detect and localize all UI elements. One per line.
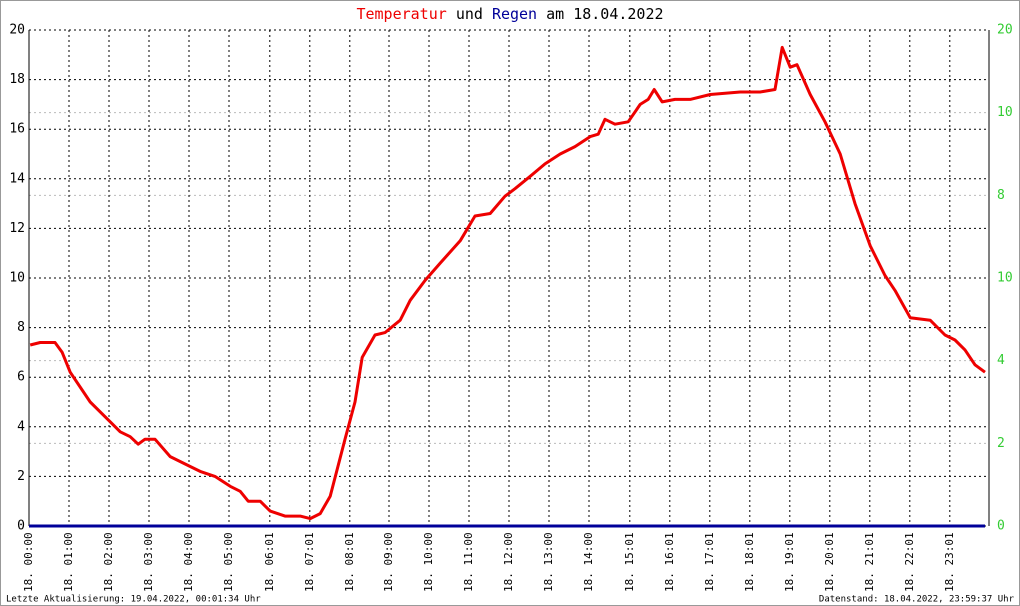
x-tick-label: 18. 23:01 (943, 532, 956, 592)
y2-tick-label: 0 (997, 519, 1005, 534)
y2-tick-label: 4 (997, 353, 1005, 368)
x-tick-label: 18. 11:00 (462, 532, 475, 592)
x-tick-label: 18. 06:01 (263, 532, 276, 592)
chart-title: Temperatur und Regen am 18.04.2022 (356, 5, 663, 23)
title-date: am 18.04.2022 (546, 5, 663, 23)
x-tick-label: 18. 10:00 (422, 532, 435, 592)
y-tick-label: 20 (9, 23, 25, 38)
x-tick-label: 18. 02:00 (102, 532, 115, 592)
x-tick-label: 18. 17:01 (703, 532, 716, 592)
x-tick-label: 18. 09:00 (382, 532, 395, 592)
x-tick-label: 18. 18:01 (743, 532, 756, 592)
y-tick-label: 18 (9, 72, 25, 87)
y2-tick-label: 8 (997, 188, 1005, 203)
title-series: Temperatur (356, 5, 446, 23)
x-tick-label: 18. 16:01 (663, 532, 676, 592)
y-tick-label: 4 (17, 419, 25, 434)
y-tick-label: 16 (9, 122, 25, 137)
y2-tick-label: 10 (997, 105, 1013, 120)
x-tick-label: 18. 00:00 (22, 532, 35, 592)
y-tick-label: 10 (9, 271, 25, 286)
footer-right: Datenstand: 18.04.2022, 23:59:37 Uhr (819, 595, 1015, 605)
footer-left: Letzte Aktualisierung: 19.04.2022, 00:01… (6, 595, 261, 605)
x-tick-label: 18. 21:01 (863, 532, 876, 592)
x-tick-label: 18. 22:01 (903, 532, 916, 592)
x-tick-label: 18. 07:01 (303, 532, 316, 592)
title-connector: und (456, 5, 483, 23)
x-tick-label: 18. 04:00 (182, 532, 195, 592)
x-tick-label: 18. 14:00 (582, 532, 595, 592)
x-tick-label: 18. 13:00 (542, 532, 555, 592)
x-tick-label: 18. 20:01 (823, 532, 836, 592)
y2-tick-label: 20 (997, 23, 1013, 38)
title-series: Regen (492, 5, 537, 23)
y2-tick-label: 10 (997, 271, 1013, 286)
x-tick-label: 18. 08:01 (343, 532, 356, 592)
x-tick-label: 18. 03:00 (142, 532, 155, 592)
y-tick-label: 2 (17, 469, 25, 484)
series-line (29, 45, 986, 521)
y2-tick-label: 2 (997, 436, 1005, 451)
x-tick-label: 18. 19:01 (783, 532, 796, 592)
x-tick-label: 18. 05:00 (222, 532, 235, 592)
y-tick-label: 8 (17, 320, 25, 335)
y-tick-label: 0 (17, 519, 25, 534)
y-tick-label: 14 (9, 171, 25, 186)
x-tick-label: 18. 15:01 (623, 532, 636, 592)
y-tick-label: 12 (9, 221, 25, 236)
x-tick-label: 18. 01:00 (62, 532, 75, 592)
y-tick-label: 6 (17, 370, 25, 385)
x-tick-label: 18. 12:00 (502, 532, 515, 592)
